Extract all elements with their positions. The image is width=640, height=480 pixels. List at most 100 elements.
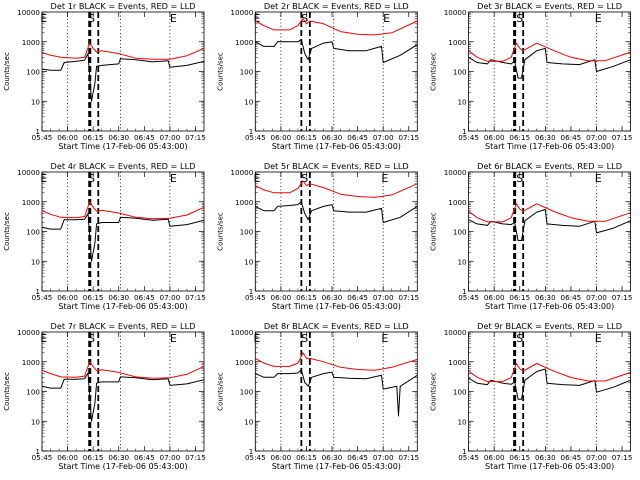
y-tick-label: 10 — [31, 97, 41, 106]
y-tick-label: 1 — [462, 287, 467, 296]
event-marker-label: E — [595, 332, 602, 345]
y-tick-label: 1000 — [235, 358, 254, 367]
event-marker-label: E — [170, 172, 177, 185]
y-tick-label: 10000 — [444, 168, 467, 177]
plot-frame — [468, 11, 632, 132]
event-marker-label: S — [516, 12, 523, 25]
x-tick-label: 06:30 — [322, 453, 343, 462]
x-tick-label: 06:45 — [561, 133, 582, 142]
panel-8: Det 8r BLACK = Events, RED = LLD 1 10 100 10… — [216, 321, 419, 471]
panel-2: Det 2r BLACK = Events, RED = LLD 1 10 100 10… — [216, 1, 419, 151]
event-marker-label: E — [170, 332, 177, 345]
x-tick-label: 06:45 — [347, 133, 368, 142]
x-axis-label: Start Time (17-Feb-06 05:43:00) — [485, 302, 614, 311]
y-axis-label: Counts/sec — [3, 212, 11, 251]
x-tick-label: 06:15 — [83, 453, 104, 462]
y-tick-label: 1000 — [448, 198, 467, 207]
panel-title: Det 6r BLACK = Events, RED = LLD — [477, 161, 622, 171]
x-tick-label: 05:45 — [245, 293, 266, 302]
y-tick-label: 10 — [31, 257, 41, 266]
event-marker-label: S — [516, 172, 523, 185]
series-line-events — [468, 47, 631, 79]
event-marker-label: E — [40, 332, 47, 345]
x-tick-label: 05:45 — [245, 133, 266, 142]
y-tick-label: 1 — [35, 447, 40, 456]
event-marker-label: S — [516, 332, 523, 345]
y-tick-label: 100 — [453, 228, 467, 237]
series-line-events — [255, 38, 418, 63]
series-line-events — [255, 201, 418, 223]
x-tick-label: 07:00 — [586, 133, 607, 142]
y-axis-label: Counts/sec — [216, 52, 224, 91]
y-axis-label: Counts/sec — [430, 212, 438, 251]
x-tick-label: 07:00 — [160, 293, 181, 302]
series-line-lld — [42, 361, 204, 379]
x-axis-label: Start Time (17-Feb-06 05:43:00) — [485, 462, 614, 471]
y-tick-label: 1000 — [22, 38, 41, 47]
y-tick-label: 1000 — [22, 198, 41, 207]
x-tick-label: 06:00 — [484, 293, 505, 302]
x-tick-label: 06:00 — [57, 133, 78, 142]
event-marker-label: S — [301, 12, 308, 25]
y-tick-label: 100 — [26, 228, 40, 237]
plot-frame — [41, 171, 205, 292]
y-tick-label: 1 — [249, 127, 254, 136]
series-line-lld — [255, 352, 418, 371]
series-line-events — [468, 368, 631, 400]
y-tick-label: 10000 — [230, 328, 253, 337]
series-line-lld — [42, 42, 204, 60]
x-tick-label: 07:15 — [398, 293, 419, 302]
event-marker-label: S — [88, 172, 95, 185]
event-marker-label: E — [254, 12, 261, 25]
x-tick-label: 06:45 — [561, 293, 582, 302]
x-tick-label: 06:15 — [83, 293, 104, 302]
event-marker-label: S — [301, 332, 308, 345]
event-marker-label: E — [381, 172, 388, 185]
y-tick-label: 10000 — [17, 8, 40, 17]
x-tick-label: 05:45 — [32, 293, 53, 302]
y-axis-label: Counts/sec — [216, 212, 224, 251]
x-tick-label: 07:15 — [612, 293, 633, 302]
x-tick-label: 06:15 — [296, 453, 317, 462]
panel-title: Det 3r BLACK = Events, RED = LLD — [477, 1, 622, 11]
x-tick-label: 06:30 — [108, 293, 129, 302]
plot-frame — [41, 331, 205, 452]
plot-frame — [41, 11, 205, 132]
event-marker-label: E — [254, 332, 261, 345]
y-axis-label: Counts/sec — [3, 52, 11, 91]
series-line-events — [42, 53, 204, 102]
event-marker-label: E — [383, 12, 390, 25]
y-tick-label: 10000 — [444, 328, 467, 337]
x-tick-label: 06:45 — [134, 453, 155, 462]
x-axis-label: Start Time (17-Feb-06 05:43:00) — [58, 302, 187, 311]
panel-title: Det 7r BLACK = Events, RED = LLD — [51, 321, 196, 331]
plot-frame — [468, 331, 632, 452]
plot-frame — [254, 171, 418, 292]
x-tick-label: 06:30 — [322, 133, 343, 142]
y-tick-label: 1000 — [448, 358, 467, 367]
x-tick-label: 06:15 — [509, 133, 530, 142]
x-tick-label: 06:30 — [535, 293, 556, 302]
panel-4: Det 4r BLACK = Events, RED = LLD 1 10 100 10… — [3, 161, 206, 311]
y-tick-label: 10000 — [17, 168, 40, 177]
panel-title: Det 9r BLACK = Events, RED = LLD — [477, 321, 622, 331]
event-marker-label: S — [301, 172, 308, 185]
y-tick-label: 1000 — [22, 358, 41, 367]
y-tick-label: 10000 — [17, 328, 40, 337]
event-marker-label: S — [88, 12, 95, 25]
y-tick-label: 100 — [240, 388, 254, 397]
series-line-events — [468, 209, 631, 241]
x-tick-label: 05:45 — [32, 133, 53, 142]
y-tick-label: 1 — [249, 287, 254, 296]
y-tick-label: 10000 — [230, 8, 253, 17]
series-line-events — [255, 369, 418, 417]
y-tick-label: 1 — [462, 127, 467, 136]
y-axis-label: Counts/sec — [3, 372, 11, 411]
series-line-lld — [468, 42, 631, 62]
series-line-events — [42, 213, 204, 262]
x-tick-label: 05:45 — [32, 453, 53, 462]
x-tick-label: 06:30 — [535, 133, 556, 142]
x-tick-label: 06:00 — [484, 133, 505, 142]
x-tick-label: 07:15 — [185, 453, 206, 462]
